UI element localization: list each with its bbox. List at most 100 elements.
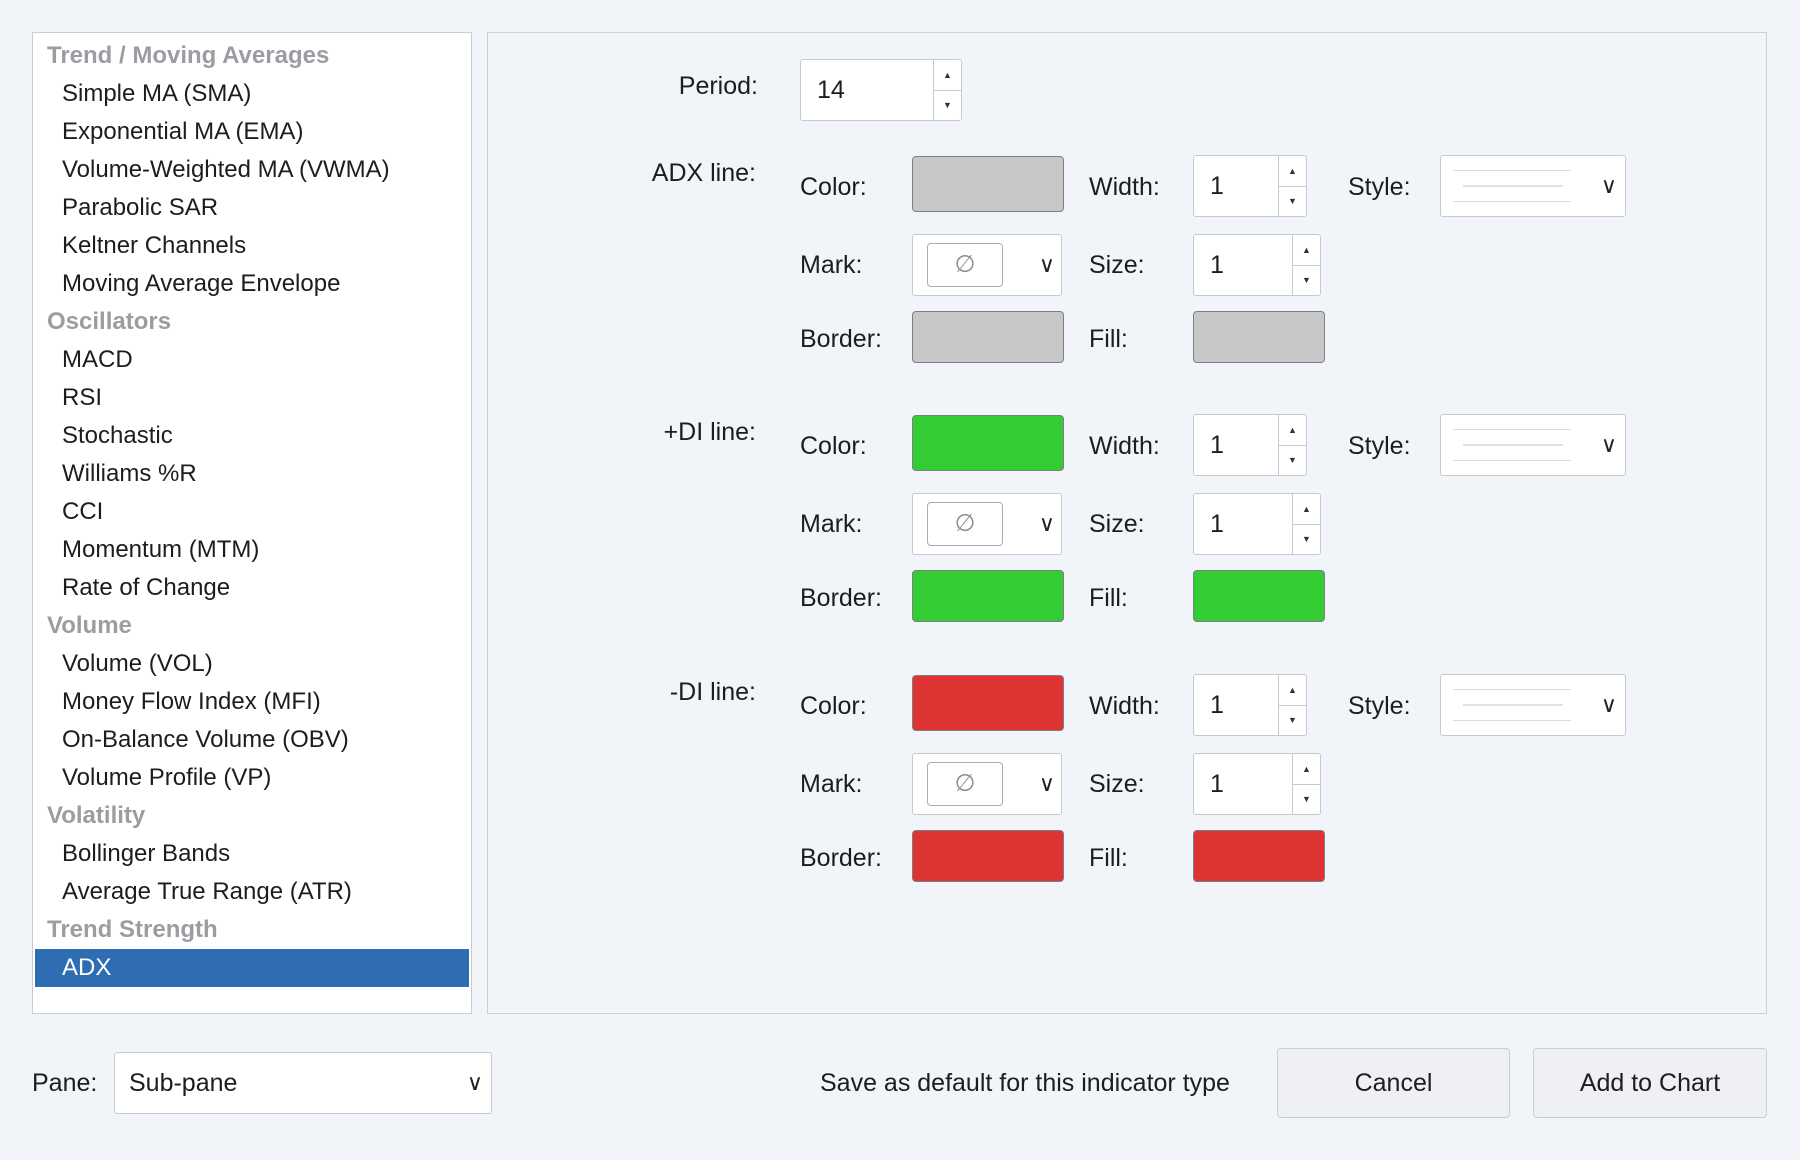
chevron-down-icon: ∨	[1038, 511, 1055, 536]
mark-select[interactable]: ∅ ∨	[912, 493, 1062, 555]
stepper-down-icon[interactable]: ▼	[1288, 196, 1297, 206]
size-label: Size:	[1089, 770, 1145, 798]
list-item[interactable]: Williams %R	[62, 460, 197, 487]
size-value: 1	[1210, 251, 1224, 279]
line-style-select[interactable]: ∨	[1440, 674, 1626, 736]
stepper-up-icon[interactable]: ▲	[943, 70, 952, 80]
pane-select[interactable]: Sub-pane ∨	[114, 1052, 492, 1114]
mark-label: Mark:	[800, 251, 863, 279]
fill-color-swatch[interactable]	[1193, 570, 1325, 622]
line-label: ADX line:	[651, 159, 756, 187]
width-label: Width:	[1089, 432, 1160, 460]
stepper-up-icon[interactable]: ▲	[1302, 504, 1311, 514]
width-value: 1	[1210, 691, 1224, 719]
list-item[interactable]: Simple MA (SMA)	[62, 80, 252, 107]
stepper-up-icon[interactable]: ▲	[1288, 425, 1297, 435]
list-item[interactable]: Average True Range (ATR)	[62, 878, 352, 905]
pane-select-value: Sub-pane	[129, 1069, 238, 1097]
color-label: Color:	[800, 692, 867, 720]
list-item[interactable]: Stochastic	[62, 422, 173, 449]
stepper-up-icon[interactable]: ▲	[1288, 166, 1297, 176]
list-item[interactable]: Bollinger Bands	[62, 840, 231, 867]
line-color-swatch[interactable]	[912, 675, 1064, 731]
color-label: Color:	[800, 432, 867, 460]
stepper-up-icon[interactable]: ▲	[1302, 764, 1311, 774]
stepper-down-icon[interactable]: ▼	[1288, 455, 1297, 465]
style-label: Style:	[1348, 173, 1411, 201]
fill-color-swatch[interactable]	[1193, 311, 1325, 363]
width-label: Width:	[1089, 173, 1160, 201]
empty-set-icon: ∅	[927, 243, 1003, 287]
mark-select[interactable]: ∅ ∨	[912, 753, 1062, 815]
width-spinbox[interactable]: 1 ▲ ▼	[1193, 414, 1307, 476]
line-style-select[interactable]: ∨	[1440, 155, 1626, 217]
indicator-list[interactable]: Trend / Moving Averages Simple MA (SMA) Ex…	[32, 32, 472, 1014]
stepper-down-icon[interactable]: ▼	[1302, 534, 1311, 544]
period-stepper[interactable]: ▲ ▼	[933, 60, 961, 120]
empty-set-icon: ∅	[927, 762, 1003, 806]
list-item[interactable]: ADX	[35, 949, 469, 987]
border-color-swatch[interactable]	[912, 830, 1064, 882]
list-item[interactable]: Volume-Weighted MA (VWMA)	[62, 156, 390, 183]
list-item[interactable]: On-Balance Volume (OBV)	[62, 726, 349, 753]
stepper-down-icon[interactable]: ▼	[1302, 794, 1311, 804]
list-item[interactable]: Exponential MA (EMA)	[62, 118, 304, 145]
empty-set-icon: ∅	[927, 502, 1003, 546]
cancel-button[interactable]: Cancel	[1277, 1048, 1510, 1118]
width-stepper[interactable]: ▲ ▼	[1278, 675, 1306, 735]
size-spinbox[interactable]: 1 ▲ ▼	[1193, 234, 1321, 296]
line-style-select[interactable]: ∨	[1440, 414, 1626, 476]
width-stepper[interactable]: ▲ ▼	[1278, 156, 1306, 216]
width-spinbox[interactable]: 1 ▲ ▼	[1193, 674, 1307, 736]
list-item[interactable]: CCI	[62, 498, 104, 525]
width-spinbox[interactable]: 1 ▲ ▼	[1193, 155, 1307, 217]
line-color-swatch[interactable]	[912, 415, 1064, 471]
stepper-up-icon[interactable]: ▲	[1288, 685, 1297, 695]
list-category-header: Volume	[47, 612, 132, 639]
border-color-swatch[interactable]	[912, 311, 1064, 363]
save-default-label[interactable]: Save as default for this indicator type	[820, 1069, 1230, 1097]
settings-panel: Period: 14 ▲ ▼ ADX line: Color: Width: 1…	[487, 32, 1767, 1014]
color-label: Color:	[800, 173, 867, 201]
border-label: Border:	[800, 844, 882, 872]
list-category-header: Volatility	[47, 802, 146, 829]
list-item[interactable]: Volume Profile (VP)	[62, 764, 272, 791]
size-spinbox[interactable]: 1 ▲ ▼	[1193, 753, 1321, 815]
border-color-swatch[interactable]	[912, 570, 1064, 622]
period-spinbox[interactable]: 14 ▲ ▼	[800, 59, 962, 121]
size-stepper[interactable]: ▲ ▼	[1292, 235, 1320, 295]
list-item[interactable]: Rate of Change	[62, 574, 231, 601]
mark-select[interactable]: ∅ ∨	[912, 234, 1062, 296]
period-value: 14	[817, 76, 845, 104]
stepper-down-icon[interactable]: ▼	[1302, 275, 1311, 285]
mark-label: Mark:	[800, 770, 863, 798]
chevron-down-icon: ∨	[1038, 252, 1055, 277]
list-item[interactable]: RSI	[62, 384, 103, 411]
mark-label: Mark:	[800, 510, 863, 538]
list-item[interactable]: Moving Average Envelope	[62, 270, 341, 297]
list-item[interactable]: Volume (VOL)	[62, 650, 213, 677]
size-label: Size:	[1089, 251, 1145, 279]
size-stepper[interactable]: ▲ ▼	[1292, 754, 1320, 814]
list-item[interactable]: MACD	[62, 346, 133, 373]
add-to-chart-button[interactable]: Add to Chart	[1533, 1048, 1767, 1118]
style-label: Style:	[1348, 692, 1411, 720]
fill-color-swatch[interactable]	[1193, 830, 1325, 882]
list-item[interactable]: Keltner Channels	[62, 232, 247, 259]
size-stepper[interactable]: ▲ ▼	[1292, 494, 1320, 554]
border-label: Border:	[800, 584, 882, 612]
stepper-up-icon[interactable]: ▲	[1302, 245, 1311, 255]
width-stepper[interactable]: ▲ ▼	[1278, 415, 1306, 475]
stepper-down-icon[interactable]: ▼	[943, 100, 952, 110]
period-label: Period:	[678, 72, 758, 100]
size-spinbox[interactable]: 1 ▲ ▼	[1193, 493, 1321, 555]
list-category-header: Trend Strength	[47, 916, 218, 943]
width-label: Width:	[1089, 692, 1160, 720]
list-item[interactable]: Money Flow Index (MFI)	[62, 688, 321, 715]
line-label: -DI line:	[669, 678, 756, 706]
list-item[interactable]: Momentum (MTM)	[62, 536, 260, 563]
list-item[interactable]: Parabolic SAR	[62, 194, 219, 221]
stepper-down-icon[interactable]: ▼	[1288, 715, 1297, 725]
fill-label: Fill:	[1089, 844, 1128, 872]
line-color-swatch[interactable]	[912, 156, 1064, 212]
